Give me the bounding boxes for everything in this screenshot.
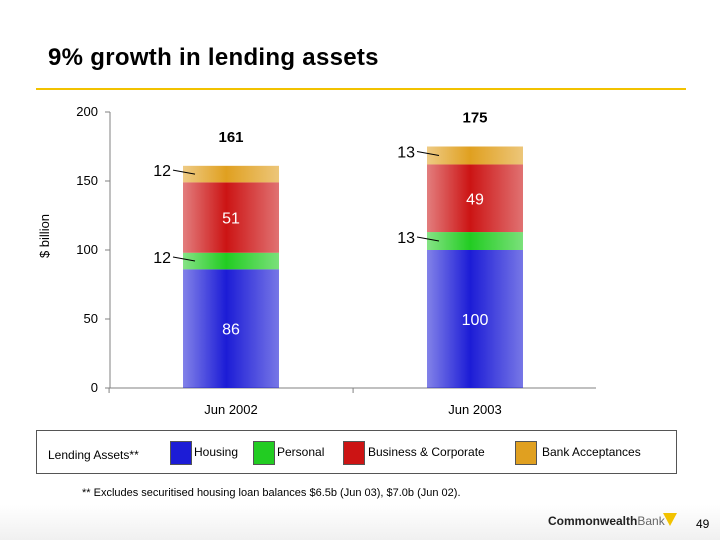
page-title: 9% growth in lending assets [48,44,379,71]
legend-label-acceptances: Bank Acceptances [542,445,641,459]
data-label: 12 [153,163,171,180]
data-label: 49 [466,191,484,208]
legend: Lending Assets** Housing Personal Busine… [36,430,677,474]
title-underline [36,88,686,90]
leader-line [416,236,440,242]
legend-swatch-personal [253,441,275,465]
bar-segment-personal [427,232,523,250]
legend-title: Lending Assets** [48,448,139,462]
bank-logo-icon [663,513,677,526]
y-tick-label: 150 [76,173,98,188]
data-label: 12 [153,250,171,267]
bar-segment-personal [183,252,279,270]
bar-segment-business-corporate [183,182,279,253]
stacked-bar-chart: 0 50 100 150 200 $ billion Jun 2002 86 12 51 12 161… [37,104,596,417]
footer [0,505,720,540]
page-number: 49 [696,517,710,531]
data-label: 51 [222,211,240,228]
data-label: 13 [397,144,415,161]
legend-label-personal: Personal [277,445,325,459]
bar-segment-business-corporate [427,164,523,233]
data-label: 13 [397,230,415,247]
legend-label-housing: Housing [194,445,239,459]
y-tick-label: 200 [76,104,98,119]
leader-line [172,256,196,262]
y-axis-label: $ billion [37,214,52,258]
y-tick-label: 0 [91,380,98,395]
legend-swatch-housing [170,441,192,465]
y-tick-label: 50 [84,311,98,326]
data-label: 86 [222,322,240,339]
bar-segment-housing [427,250,523,388]
bar-segment-bank-acceptances [427,146,523,165]
brand-light: Bank [637,514,665,528]
x-tick-label: Jun 2002 [204,402,258,417]
y-tick-label: 100 [76,242,98,257]
footnote: ** Excludes securitised housing loan bal… [82,487,461,499]
data-label: 100 [462,312,489,329]
leader-line [172,169,196,175]
legend-swatch-acceptances [515,441,537,465]
bar-segment-housing [183,269,279,388]
legend-label-business: Business & Corporate [368,445,485,459]
brand-bold: Commonwealth [548,514,638,528]
x-tick-label: Jun 2003 [448,402,502,417]
total-label: 161 [218,129,243,146]
total-label: 175 [462,110,487,127]
leader-line [416,150,440,156]
brand-name: CommonwealthBank [548,514,665,528]
bar-segment-bank-acceptances [183,165,279,183]
legend-swatch-business [343,441,365,465]
